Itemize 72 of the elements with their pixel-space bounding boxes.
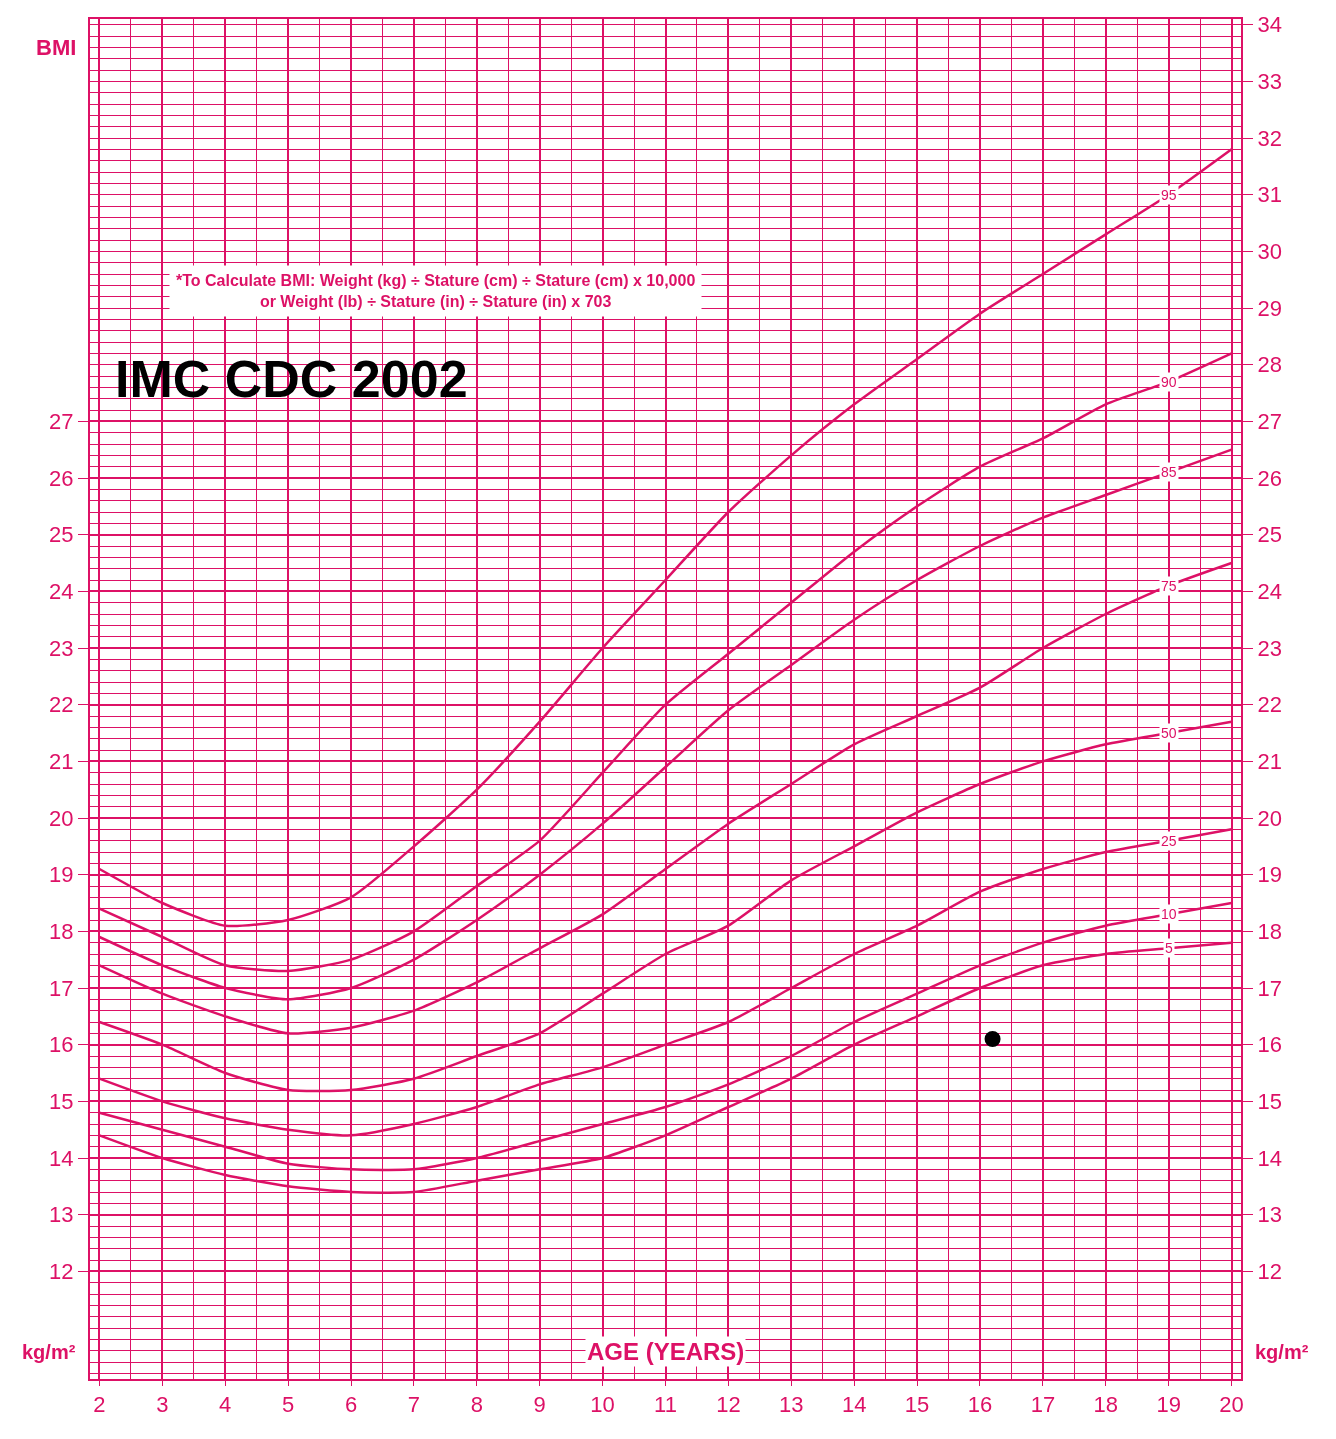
y2-tick-label: 19: [1257, 862, 1282, 888]
series-label: 85: [1161, 464, 1177, 480]
x-tick-label: 6: [344, 1392, 358, 1418]
x-tick-label: 10: [590, 1392, 615, 1418]
y2-tick-label: 15: [1257, 1089, 1282, 1115]
y2-tick-label: 31: [1257, 182, 1282, 208]
y2-tick-label: 13: [1257, 1202, 1282, 1228]
x-tick-label: 2: [93, 1392, 106, 1418]
annotation: or Weight (lb) ÷ Stature (in) ÷ Stature (in) x 703: [259, 292, 612, 310]
x-tick-label: 11: [654, 1392, 677, 1418]
y2-tick-label: 21: [1257, 749, 1282, 775]
text: kg/m²: [1255, 1341, 1309, 1363]
y-tick-label: 23: [49, 635, 74, 661]
series-label: 95: [1161, 187, 1177, 203]
x-tick-label: 4: [219, 1392, 232, 1418]
y2-tick-label: 25: [1257, 522, 1282, 548]
y2-tick-label: 33: [1257, 69, 1282, 95]
y2-tick-label: 14: [1257, 1145, 1282, 1171]
x-tick-label: 7: [407, 1392, 421, 1418]
y2-tick-label: 16: [1257, 1032, 1282, 1058]
y-tick-label: 24: [49, 579, 74, 605]
y2-tick-label: 34: [1257, 12, 1282, 38]
y-tick-label: 13: [49, 1202, 74, 1228]
x-tick-label: 8: [470, 1392, 483, 1418]
x-tick-label: 18: [1093, 1392, 1119, 1418]
y2-tick-label: 29: [1257, 295, 1282, 321]
y-tick-label: 25: [49, 522, 74, 548]
x-tick-label: 16: [967, 1392, 993, 1418]
y-tick-label: 22: [49, 692, 74, 718]
x-tick-label: 14: [841, 1392, 867, 1418]
x-tick-label: 15: [904, 1392, 930, 1418]
y-axis-title: BMI: [36, 35, 77, 60]
y2-tick-label: 18: [1257, 919, 1282, 945]
series-label: 90: [1161, 374, 1177, 390]
y-tick-label: 21: [49, 749, 74, 775]
y2-tick-label: 17: [1257, 975, 1282, 1001]
y-tick-label: 15: [49, 1089, 74, 1115]
y2-tick-label: 22: [1257, 692, 1282, 718]
y2-tick-label: 20: [1257, 805, 1282, 831]
text: kg/m²: [22, 1341, 76, 1363]
y2-tick-label: 23: [1257, 635, 1282, 661]
x-tick-label: 12: [716, 1392, 741, 1418]
y-tick-label: 27: [49, 409, 74, 435]
x-tick-label: 9: [533, 1392, 546, 1418]
series-label: 10: [1161, 906, 1177, 922]
x-tick-label: 13: [779, 1392, 804, 1418]
series-label: 75: [1161, 578, 1177, 594]
y-tick-label: 19: [49, 862, 74, 888]
x-tick-label: 19: [1156, 1392, 1181, 1418]
y-tick-label: 14: [49, 1145, 74, 1171]
y-tick-label: 16: [49, 1032, 74, 1058]
y2-tick-label: 30: [1257, 239, 1282, 265]
y2-tick-label: 12: [1257, 1259, 1282, 1285]
y-tick-label: 26: [49, 465, 74, 491]
series-label: 50: [1161, 725, 1177, 741]
y-tick-label: 20: [49, 805, 74, 831]
x-axis-title: AGE (YEARS): [587, 1338, 745, 1365]
y-tick-label: 12: [49, 1259, 74, 1285]
point: [984, 1031, 1001, 1047]
annotation: *To Calculate BMI: Weight (kg) ÷ Stature (cm) ÷ Stature (cm) x 10,000: [176, 272, 696, 289]
y2-tick-label: 32: [1257, 125, 1282, 151]
x-tick-label: 20: [1219, 1392, 1244, 1418]
y-tick-label: 18: [49, 919, 74, 945]
y2-tick-label: 28: [1257, 352, 1282, 378]
x-tick-label: 17: [1030, 1392, 1056, 1418]
y-tick-label: 17: [49, 975, 74, 1001]
x-tick-label: 3: [156, 1392, 169, 1418]
x-tick-label: 5: [281, 1392, 295, 1418]
y2-tick-label: 24: [1257, 579, 1282, 605]
series-label: 25: [1161, 833, 1177, 849]
y2-tick-label: 26: [1257, 465, 1282, 491]
y2-tick-label: 27: [1257, 409, 1282, 435]
